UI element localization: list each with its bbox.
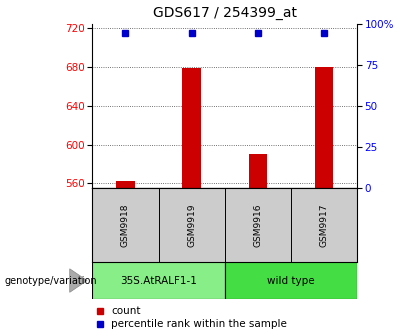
Text: count: count: [111, 306, 140, 316]
Text: GSM9916: GSM9916: [253, 203, 262, 247]
Text: GSM9918: GSM9918: [121, 203, 130, 247]
Bar: [92, 262, 225, 299]
Text: 35S.AtRALF1-1: 35S.AtRALF1-1: [120, 276, 197, 286]
Text: GSM9919: GSM9919: [187, 203, 196, 247]
Bar: [116, 181, 135, 188]
Bar: [315, 67, 333, 188]
Polygon shape: [70, 269, 87, 292]
Text: percentile rank within the sample: percentile rank within the sample: [111, 319, 287, 329]
Bar: [249, 154, 267, 188]
Text: genotype/variation: genotype/variation: [4, 276, 97, 286]
Bar: [182, 68, 201, 188]
Bar: [225, 262, 357, 299]
Text: wild type: wild type: [267, 276, 315, 286]
Text: GSM9917: GSM9917: [320, 203, 328, 247]
Title: GDS617 / 254399_at: GDS617 / 254399_at: [153, 6, 297, 20]
